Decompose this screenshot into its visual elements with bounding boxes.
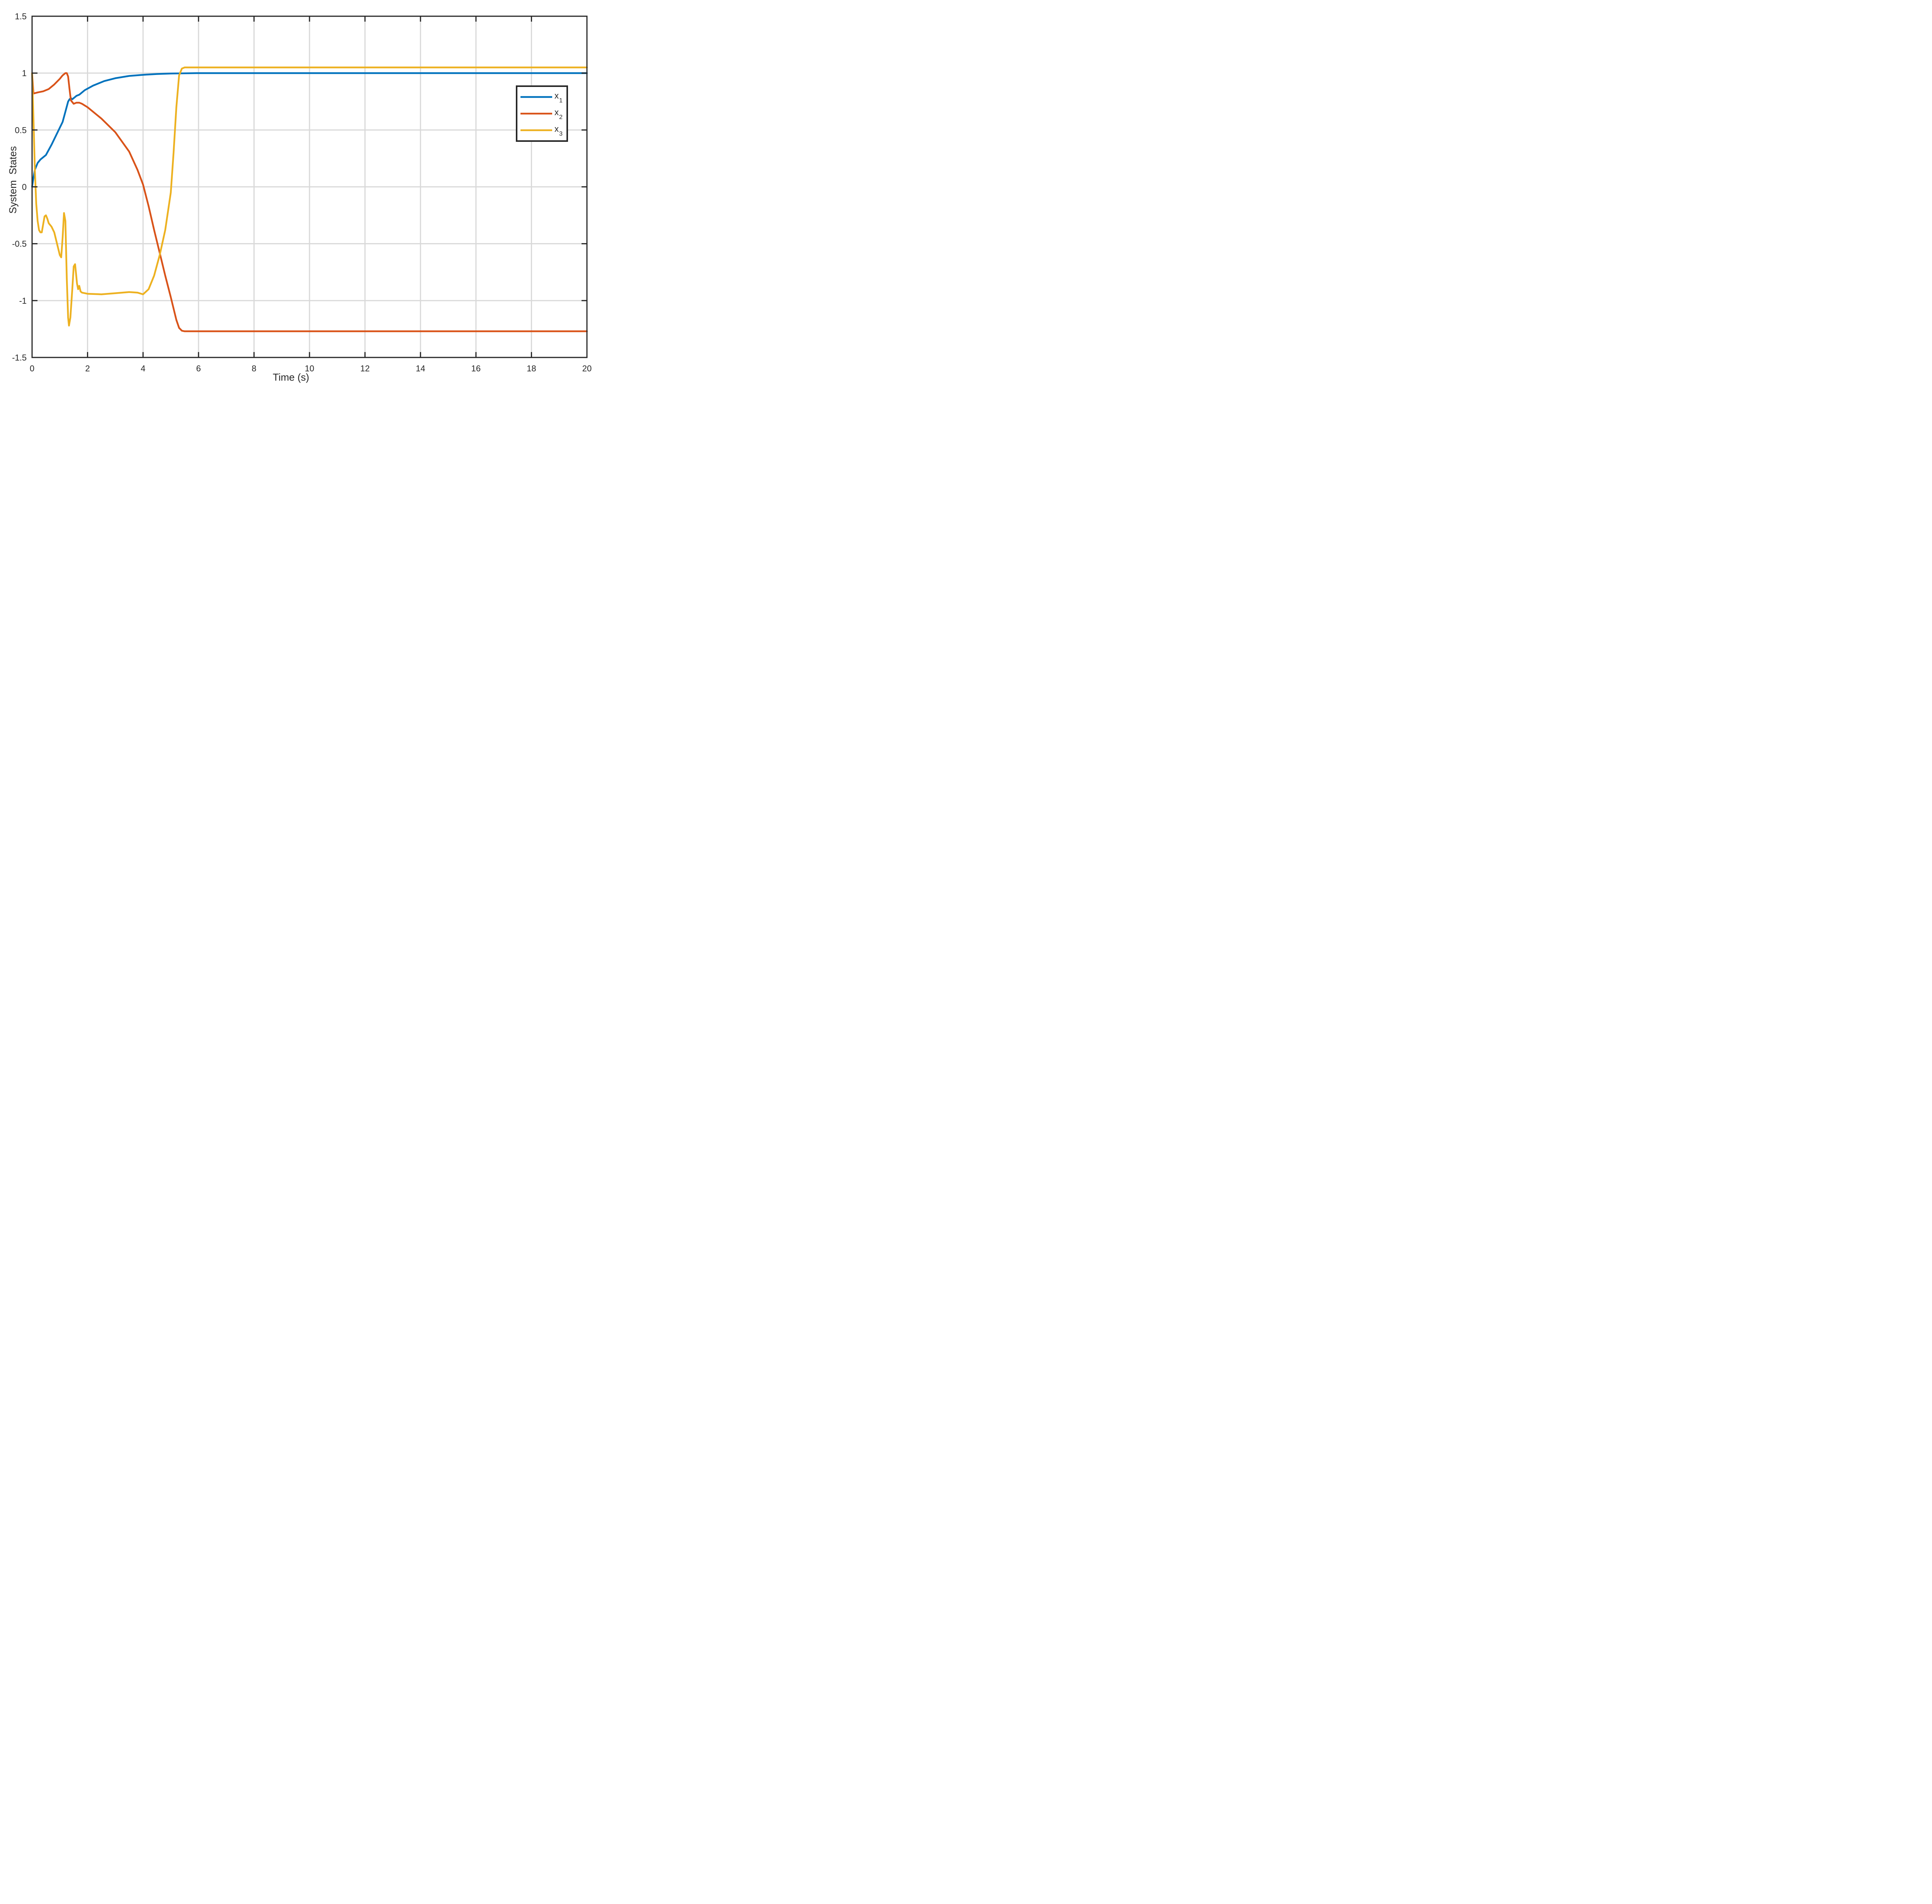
y-tick-label: 1.5 (15, 12, 27, 21)
series-line-x2 (31, 72, 588, 332)
series-line-x3 (31, 66, 588, 327)
y-tick-label: -1.5 (12, 353, 27, 362)
legend-label-x3: x (554, 124, 559, 134)
x-tick-label: 10 (305, 364, 314, 373)
x-tick-label: 8 (252, 364, 256, 373)
y-tick-label: -0.5 (12, 239, 27, 249)
x-tick-label: 6 (196, 364, 201, 373)
tick-marks (31, 15, 588, 358)
y-tick-label: 1 (22, 68, 27, 78)
x-tick-label: 4 (141, 364, 145, 373)
system-states-chart: 0 2 4 6 8 10 12 14 16 18 20 1.510.50-0.5-1-1.5 Tim… (7, 12, 592, 383)
legend-subscript-x1: 1 (559, 97, 563, 104)
x-tick-label: 12 (360, 364, 369, 373)
x-tick-label: 14 (416, 364, 425, 373)
y-tick-labels: 1.5 1 0.5 0 -0.5 -1 -1.5 (12, 12, 27, 362)
y-tick-label: -1 (19, 296, 27, 306)
x-tick-label: 16 (471, 364, 481, 373)
legend-label-x2: x (554, 107, 559, 117)
legend-subscript-x3: 3 (559, 131, 563, 137)
legend-subscript-x2: 2 (559, 114, 563, 121)
x-tick-label: 0 (30, 364, 34, 373)
series-layer (31, 66, 588, 332)
x-tick-label: 20 (582, 364, 592, 373)
x-tick-labels: 0 2 4 6 8 10 12 14 16 18 20 (30, 364, 592, 373)
x-tick-label: 18 (527, 364, 536, 373)
x-axis-label: Time (s) (273, 371, 309, 383)
x-tick-label: 2 (85, 364, 90, 373)
legend-label-x1: x (554, 91, 559, 100)
y-tick-label: 0 (22, 182, 27, 192)
y-tick-label: 0.5 (15, 125, 27, 135)
y-axis-label: System States (7, 146, 19, 214)
